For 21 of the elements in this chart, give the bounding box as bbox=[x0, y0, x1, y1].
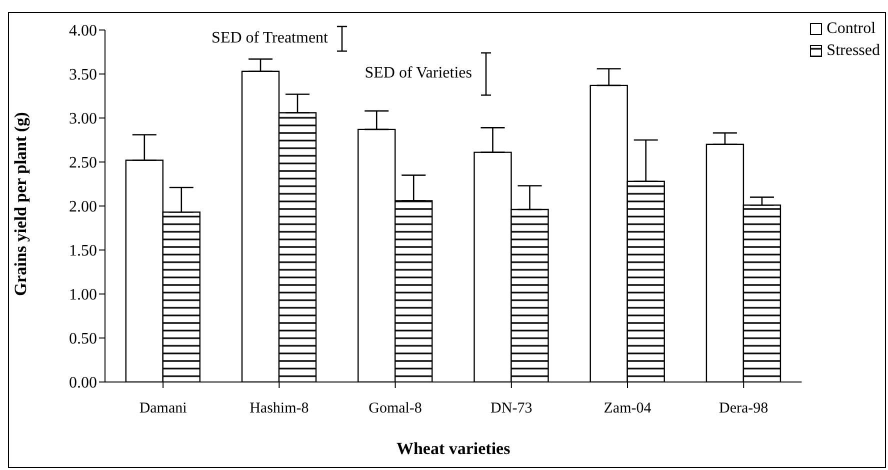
x-tick-label: Hashim-8 bbox=[250, 400, 309, 417]
y-tick-label: 2.50 bbox=[69, 154, 97, 172]
y-tick-label: 4.00 bbox=[69, 22, 97, 40]
y-tick-label: 2.00 bbox=[69, 198, 97, 216]
x-tick-label: Damani bbox=[139, 400, 187, 417]
x-tick-label: Gomal-8 bbox=[368, 400, 422, 417]
y-tick-label: 0.50 bbox=[69, 330, 97, 348]
legend-label: Control bbox=[826, 19, 876, 39]
y-tick-label: 3.50 bbox=[69, 66, 97, 84]
y-tick-label: 0.00 bbox=[69, 374, 97, 392]
y-tick-label: 1.50 bbox=[69, 242, 97, 260]
legend-label: Stressed bbox=[826, 41, 880, 61]
x-tick-label: Dera-98 bbox=[719, 400, 768, 417]
x-axis-title: Wheat varieties bbox=[396, 439, 511, 458]
annotation: SED of Treatment bbox=[212, 29, 329, 46]
x-tick-label: DN-73 bbox=[490, 400, 532, 417]
y-tick-label: 1.00 bbox=[69, 286, 97, 304]
x-tick-label: Zam-04 bbox=[604, 400, 652, 417]
y-axis-title: Grains yield per plant (g) bbox=[11, 112, 30, 296]
annotation: SED of Varieties bbox=[364, 64, 472, 82]
y-tick-label: 3.00 bbox=[69, 110, 97, 128]
